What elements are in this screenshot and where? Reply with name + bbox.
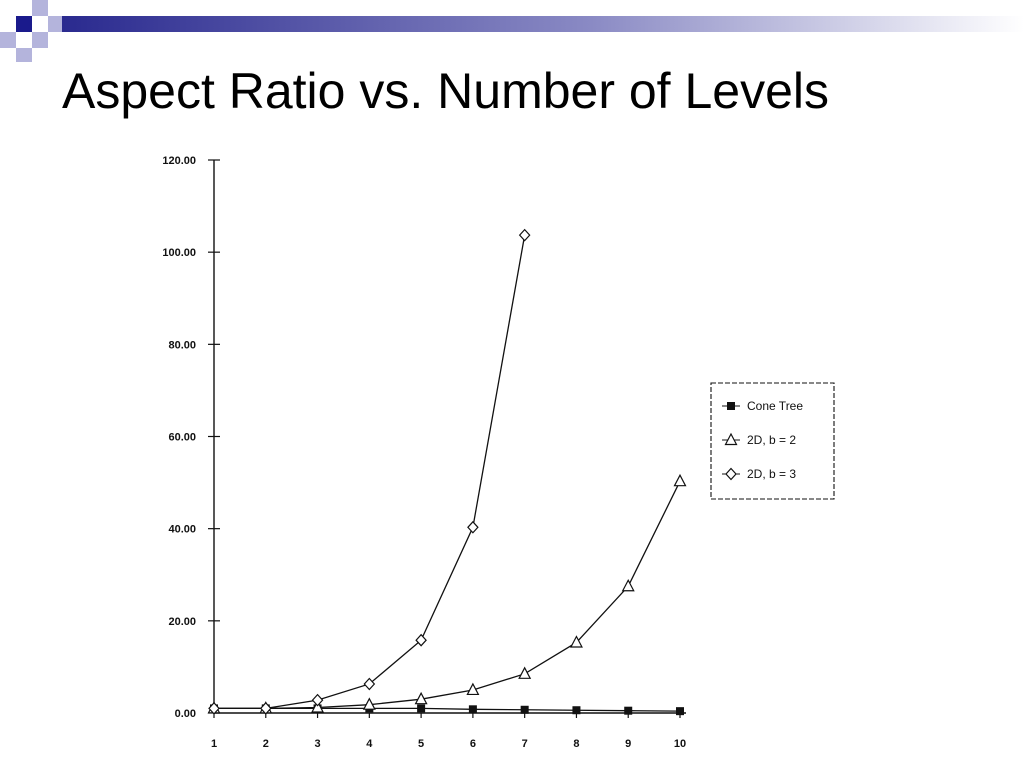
data-point-series-1: [624, 706, 633, 715]
corner-square-light: [16, 48, 32, 62]
data-point-series-2: [621, 578, 635, 592]
corner-square-light: [32, 32, 48, 48]
legend-label: 2D, b = 2: [747, 433, 796, 447]
x-tick-label: 8: [573, 738, 579, 750]
data-point-series-3: [311, 693, 324, 707]
x-tick-label: 9: [625, 738, 631, 750]
data-point-series-3: [415, 633, 427, 647]
legend-label: Cone Tree: [747, 399, 803, 413]
data-point-series-1: [468, 705, 477, 714]
series-line-2: [214, 480, 681, 710]
data-point-series-1: [572, 706, 581, 715]
legend-marker: [725, 467, 737, 481]
x-tick-label: 4: [366, 738, 373, 750]
corner-square-light: [48, 16, 62, 32]
y-tick-label: 80.00: [168, 339, 196, 351]
data-point-series-3: [467, 520, 479, 534]
header-gradient-bar: [62, 16, 1024, 32]
data-point-series-3: [518, 228, 531, 242]
data-point-series-1: [676, 707, 684, 716]
data-point-series-3: [208, 701, 220, 715]
data-point-series-3: [363, 677, 376, 691]
y-tick-label: 20.00: [168, 616, 196, 628]
series-line-1: [214, 707, 681, 712]
data-point-series-2: [311, 700, 325, 713]
x-tick-label: 5: [418, 738, 424, 750]
x-tick-label: 6: [470, 738, 476, 750]
data-point-series-2: [414, 691, 428, 705]
y-tick-label: 60.00: [168, 432, 196, 444]
x-tick-label: 3: [314, 738, 320, 750]
y-tick-label: 120.00: [162, 155, 196, 167]
legend-marker: [724, 432, 738, 446]
series-line-3: [214, 235, 526, 710]
legend-label: 2D, b = 3: [747, 467, 796, 481]
corner-square-light: [32, 0, 48, 16]
slide-title: Aspect Ratio vs. Number of Levels: [62, 63, 829, 119]
x-tick-label: 10: [674, 738, 686, 750]
data-point-series-2: [518, 666, 532, 679]
y-tick-label: 0.00: [175, 708, 196, 720]
data-point-series-1: [417, 704, 426, 713]
x-tick-label: 1: [211, 738, 217, 750]
data-point-series-3: [259, 701, 272, 715]
data-point-series-2: [466, 682, 480, 696]
legend-marker: [727, 402, 735, 410]
y-tick-label: 100.00: [162, 247, 196, 259]
data-point-series-2: [569, 635, 583, 648]
corner-square-light: [0, 32, 16, 48]
data-point-series-2: [362, 697, 376, 710]
corner-square-dark: [16, 16, 32, 32]
x-tick-label: 2: [263, 738, 269, 750]
data-point-series-1: [520, 705, 529, 714]
x-tick-label: 7: [522, 738, 528, 750]
y-tick-label: 40.00: [168, 524, 196, 536]
data-point-series-2: [673, 473, 687, 487]
